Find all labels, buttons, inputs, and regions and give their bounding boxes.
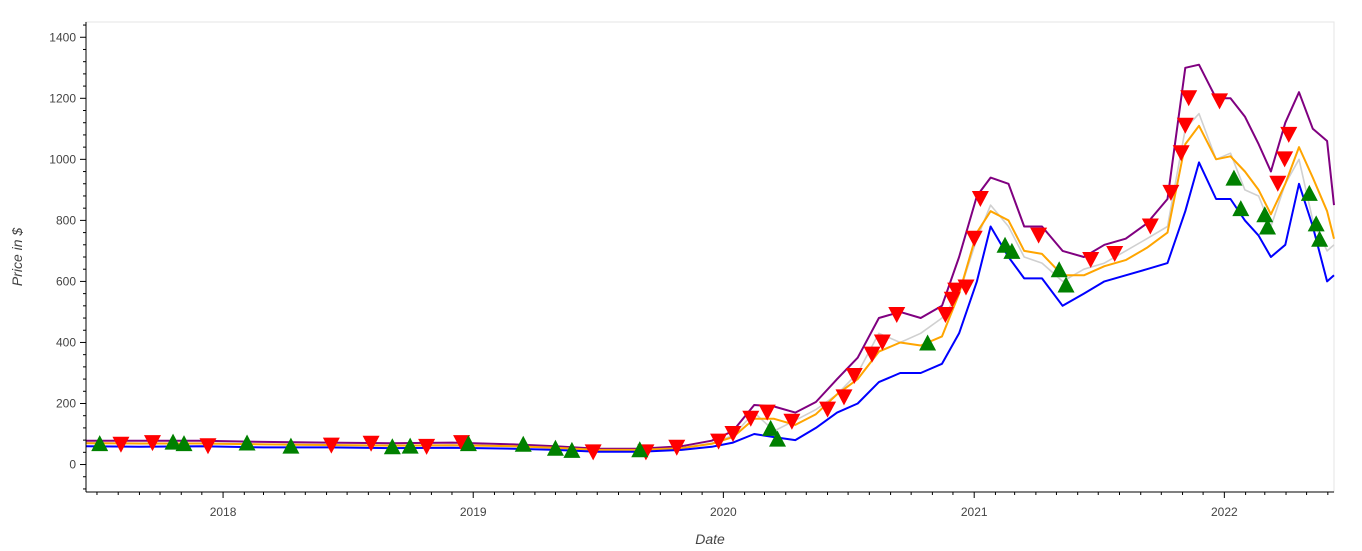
sell-signal-marker bbox=[1180, 90, 1198, 107]
sell-signal-marker bbox=[710, 433, 728, 450]
sell-signal-marker bbox=[724, 426, 742, 443]
y-tick-label: 400 bbox=[56, 335, 76, 349]
buy-signal-marker bbox=[1300, 184, 1318, 201]
y-axis-title: Price in $ bbox=[9, 228, 25, 287]
buy-signal-marker bbox=[238, 434, 256, 451]
buy-signal-marker bbox=[1259, 218, 1277, 235]
buy-signal-marker bbox=[631, 441, 649, 458]
sell-signal-marker bbox=[362, 435, 380, 452]
buy-signal-marker bbox=[563, 441, 581, 458]
sell-signal-marker bbox=[965, 230, 983, 247]
sell-signal-marker bbox=[783, 413, 801, 430]
sell-signal-marker bbox=[1276, 151, 1294, 168]
buy-signal-marker bbox=[1050, 261, 1068, 278]
x-tick-label: 2019 bbox=[460, 505, 487, 519]
buy-signal-marker bbox=[91, 435, 109, 452]
x-tick-label: 2021 bbox=[961, 505, 988, 519]
buy-signal-marker bbox=[769, 430, 787, 447]
sell-signal-marker bbox=[1176, 117, 1194, 134]
sell-signal-marker bbox=[112, 436, 130, 453]
x-tick-label: 2018 bbox=[210, 505, 237, 519]
y-tick-label: 800 bbox=[56, 213, 76, 227]
y-tick-label: 1000 bbox=[49, 152, 76, 166]
sell-signal-marker bbox=[957, 279, 975, 296]
y-tick-label: 200 bbox=[56, 396, 76, 410]
x-axis-title: Date bbox=[695, 531, 725, 546]
buy-signal-marker bbox=[762, 419, 780, 436]
sell-signal-marker bbox=[1269, 175, 1287, 192]
sell-signal-marker bbox=[1082, 252, 1100, 269]
sell-signal-marker bbox=[584, 444, 602, 461]
sell-signal-marker bbox=[1141, 218, 1159, 235]
sell-signal-marker bbox=[1280, 126, 1298, 143]
y-tick-label: 1200 bbox=[49, 91, 76, 105]
buy-signal-marker bbox=[175, 435, 193, 452]
buy-signal-marker bbox=[514, 435, 532, 452]
middle-band-line bbox=[85, 124, 1335, 451]
upper-band-line bbox=[86, 63, 1335, 450]
sell-signal-marker bbox=[936, 306, 954, 323]
buy-signal-marker bbox=[1003, 242, 1021, 259]
sell-signal-marker bbox=[418, 438, 436, 455]
y-tick-label: 600 bbox=[56, 274, 76, 288]
buy-signal-marker bbox=[164, 433, 182, 450]
sell-signal-marker bbox=[845, 368, 863, 385]
sell-signal-marker bbox=[143, 435, 161, 452]
series-layer bbox=[85, 63, 1335, 453]
buy-signal-marker bbox=[546, 439, 564, 456]
sell-signal-marker bbox=[1162, 184, 1180, 201]
sell-signal-marker bbox=[835, 389, 853, 406]
sell-signal-marker bbox=[742, 410, 760, 427]
buy-signal-marker bbox=[1225, 169, 1243, 186]
sell-signal-marker bbox=[453, 435, 471, 452]
sell-signal-marker bbox=[888, 306, 906, 323]
sell-signal-marker bbox=[971, 191, 989, 208]
buy-signal-marker bbox=[1311, 230, 1329, 247]
buy-signal-marker bbox=[383, 438, 401, 455]
y-tick-label: 0 bbox=[69, 458, 76, 472]
buy-signal-marker bbox=[1057, 276, 1075, 293]
sell-signal-marker bbox=[863, 346, 881, 363]
buy-signal-marker bbox=[459, 435, 477, 452]
sell-signal-marker bbox=[873, 334, 891, 351]
sell-signal-marker bbox=[819, 401, 837, 418]
sell-signal-marker bbox=[668, 439, 686, 456]
x-tick-label: 2022 bbox=[1211, 505, 1238, 519]
buy-signal-marker bbox=[919, 334, 937, 351]
y-tick-label: 1400 bbox=[49, 30, 76, 44]
sell-signal-marker bbox=[199, 438, 217, 455]
buy-signal-marker bbox=[1307, 215, 1325, 232]
sell-signal-marker bbox=[1030, 227, 1048, 244]
buy-signal-marker bbox=[1256, 206, 1274, 223]
sell-signal-marker bbox=[1211, 93, 1229, 110]
sell-signal-marker bbox=[322, 437, 340, 454]
lower-band-line bbox=[85, 161, 1335, 453]
buy-signal-marker bbox=[401, 437, 419, 454]
axis-layer: 0 200 400 600 800 1000 1200 1400 2018 2019 2020 202… bbox=[49, 22, 1334, 519]
x-tick-label: 2020 bbox=[710, 505, 737, 519]
sell-signal-marker bbox=[758, 404, 776, 421]
sell-signal-marker bbox=[1106, 245, 1124, 262]
marker-layer bbox=[91, 90, 1329, 461]
buy-signal-marker bbox=[282, 437, 300, 454]
sell-signal-marker bbox=[1172, 145, 1190, 162]
sell-signal-marker bbox=[947, 282, 965, 299]
buy-signal-marker bbox=[1232, 200, 1250, 217]
